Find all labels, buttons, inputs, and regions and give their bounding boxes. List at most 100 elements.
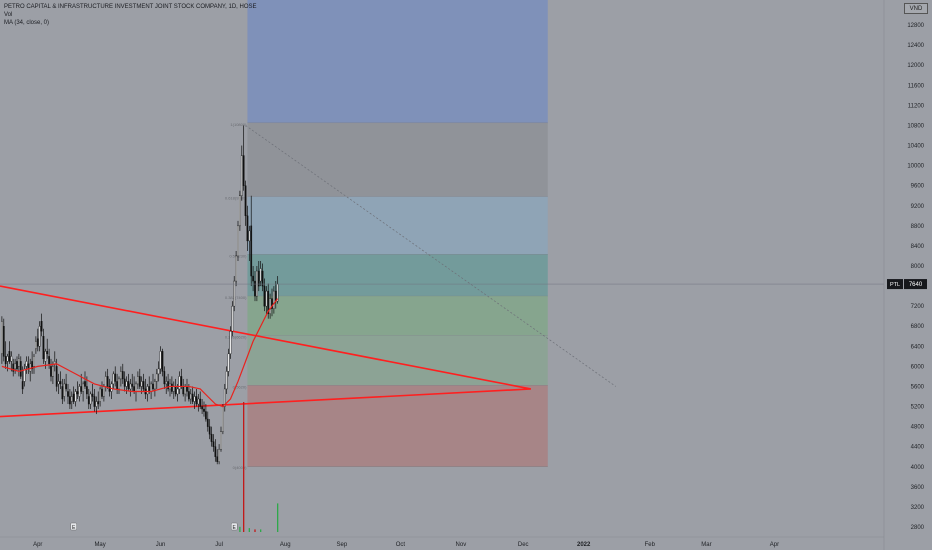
x-tick-label: Nov: [456, 542, 467, 548]
ma-34-line: [1, 298, 279, 408]
projection-line: [245, 125, 616, 387]
candle-body: [36, 338, 39, 347]
candle-body: [263, 285, 266, 307]
candle-body: [140, 381, 143, 387]
x-tick-label: Feb: [645, 542, 656, 548]
trendlines[interactable]: [0, 125, 616, 418]
y-tick-label: 3200: [911, 505, 925, 511]
y-tick-label: 4800: [911, 425, 925, 431]
candle-body: [271, 298, 273, 309]
candle-body: [273, 290, 275, 309]
candle-body: [125, 381, 128, 387]
candle-body: [52, 366, 54, 377]
candle-body: [252, 275, 254, 282]
candle-body: [222, 406, 224, 432]
triangle-trendline: [0, 388, 531, 418]
candle-body: [89, 393, 92, 405]
volume-bar: [254, 529, 256, 532]
candle-body: [267, 290, 270, 314]
x-tick-label: Apr: [770, 542, 779, 548]
volume-bar: [277, 503, 279, 532]
candle-body: [82, 383, 84, 392]
candle-body: [223, 388, 226, 407]
moving-average-line: [1, 298, 279, 408]
y-tick-label: 9200: [911, 204, 925, 210]
candle-body: [165, 381, 168, 385]
earnings-marker: [70, 522, 77, 531]
y-tick-label: 8400: [911, 244, 925, 250]
y-tick-label: 12000: [907, 63, 924, 69]
candle-body: [235, 255, 237, 282]
candle-body: [2, 326, 5, 357]
y-tick-label: 12800: [907, 23, 924, 29]
fib-retracement-zones[interactable]: 1(10800)0.618(9380)0.5(8230)0.382(7400)0…: [225, 0, 548, 470]
y-tick-label: 8000: [911, 264, 925, 270]
volume-indicator-label[interactable]: Vol: [4, 12, 13, 18]
candle-body: [21, 381, 24, 390]
candle-body: [180, 376, 183, 387]
y-tick-label: 11600: [908, 83, 925, 89]
candle-body: [18, 358, 20, 367]
candle-body: [19, 361, 22, 377]
candle-body: [59, 381, 62, 385]
candle-body: [250, 225, 253, 277]
candle-body: [237, 225, 239, 257]
fib-bottom-label: 0(4000): [233, 465, 247, 470]
candle-body: [216, 456, 219, 462]
candle-body: [254, 280, 256, 297]
candle-body: [74, 391, 77, 402]
candle-body: [201, 406, 203, 410]
y-tick-label: 4000: [911, 465, 925, 471]
candle-body: [152, 383, 154, 390]
x-tick-label: May: [94, 542, 105, 548]
y-tick-label: 6400: [911, 344, 925, 350]
ma-indicator-label[interactable]: MA (34, close, 0): [4, 20, 50, 26]
candle-body: [220, 431, 222, 450]
chart-legend: PETRO CAPITAL & INFRASTRUCTURE INVESTMEN…: [4, 3, 256, 27]
volume-bar: [243, 402, 245, 532]
symbol-title[interactable]: PETRO CAPITAL & INFRASTRUCTURE INVESTMEN…: [4, 4, 257, 10]
x-tick-label: Dec: [518, 542, 529, 548]
candle-body: [50, 366, 52, 377]
candle-body: [91, 393, 94, 397]
candle-body: [191, 393, 194, 402]
candle-body: [231, 305, 234, 332]
fib-zone: [247, 196, 548, 255]
candle-body: [184, 386, 186, 395]
x-tick-label: Jul: [215, 542, 223, 548]
candle-body: [123, 378, 126, 387]
candle-body: [269, 298, 271, 314]
candle-body: [227, 353, 230, 372]
y-tick-label: 10400: [907, 144, 924, 150]
x-tick-label: Mar: [701, 542, 711, 548]
candle-body: [146, 386, 149, 395]
candle-body: [182, 386, 185, 395]
candle-body: [239, 195, 241, 227]
triangle-trendline: [0, 285, 531, 390]
candle-body: [33, 356, 35, 367]
candle-body: [188, 391, 190, 400]
candle-body: [114, 373, 117, 382]
candle-body: [197, 398, 200, 405]
y-tick-label: 7200: [911, 304, 925, 310]
candle-body: [171, 383, 173, 392]
candle-body: [259, 268, 262, 282]
earnings-marker: [231, 522, 238, 531]
x-tick-label: Aug: [280, 542, 291, 548]
candle-body: [233, 280, 236, 307]
candle-body: [208, 426, 211, 435]
candle-body: [242, 155, 245, 186]
y-tick-label: 12400: [907, 43, 924, 49]
currency-badge[interactable]: VND: [904, 3, 928, 14]
candle-body: [4, 356, 7, 365]
candle-body: [78, 386, 81, 397]
candle-body: [121, 371, 124, 380]
y-tick-label: 3600: [911, 485, 925, 491]
candlestick-series: [1, 125, 279, 465]
candle-body: [195, 396, 198, 405]
candle-body: [229, 331, 232, 355]
ticker-price-badge: [904, 279, 927, 290]
candle-body: [110, 383, 113, 392]
candle-body: [29, 363, 32, 372]
